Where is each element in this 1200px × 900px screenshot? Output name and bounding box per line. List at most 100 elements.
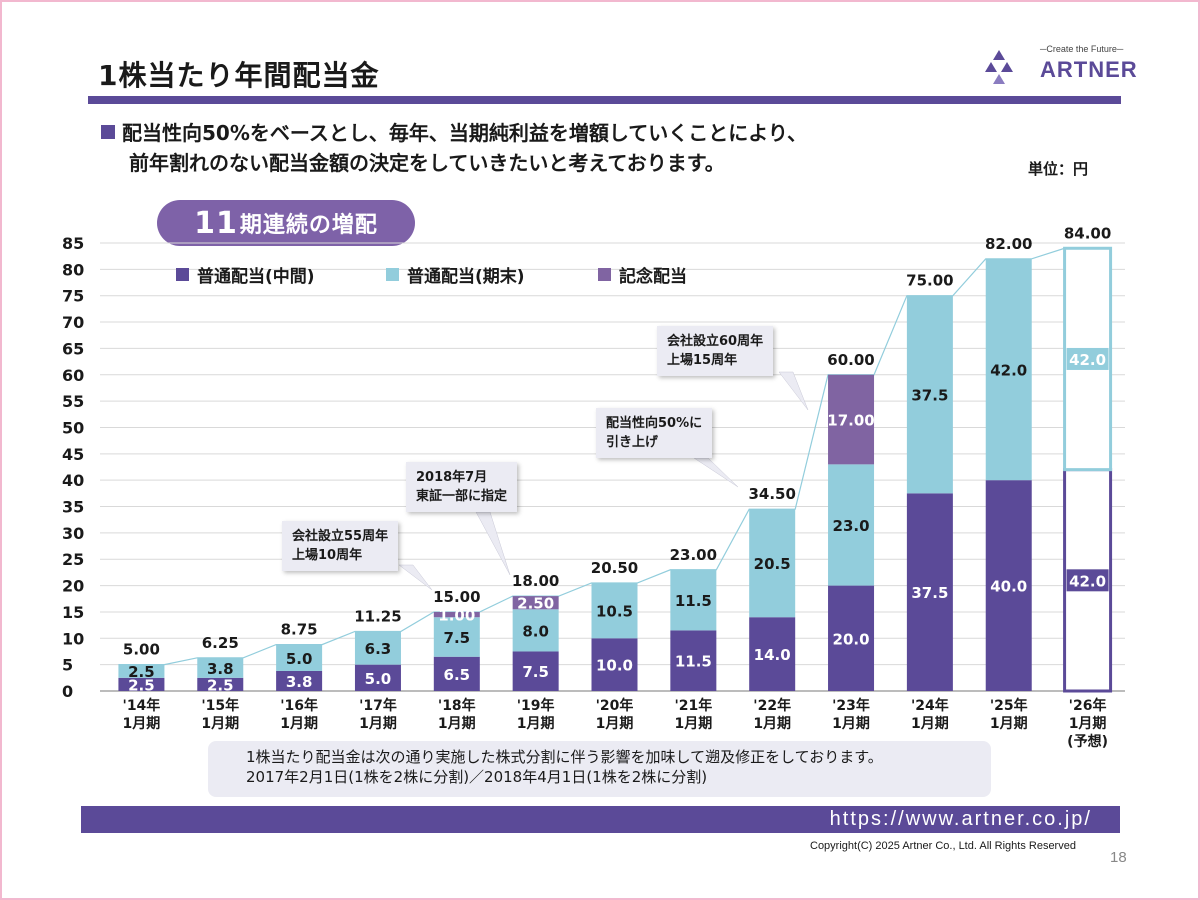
bar-segment: [197, 677, 244, 691]
bar-segment: [118, 664, 165, 678]
y-tick-label: 35: [62, 498, 84, 517]
callout-pointer: [398, 564, 433, 591]
x-tick-label: '15年: [201, 697, 239, 714]
footnote-box: 1株当たり配当金は次の通り実施した株式分割に伴う影響を加味して遡及修正をしており…: [208, 741, 991, 797]
bar-segment: [512, 609, 559, 652]
x-tick-label: '24年: [911, 697, 949, 714]
x-tick-label: 1月期: [517, 716, 555, 732]
bar-value-label: 7.5: [522, 663, 549, 681]
bar-total-label: 20.50: [591, 559, 638, 577]
page-number: 18: [1110, 849, 1127, 866]
badge-text: 期連続の増配: [239, 213, 378, 238]
bar-value-label: 3.8: [207, 660, 234, 678]
artner-logo-icon: [985, 50, 1013, 84]
bar-total-label: 8.75: [281, 621, 318, 639]
annotation-line: 上場10周年: [292, 548, 363, 563]
bar-value-label: 2.5: [128, 663, 155, 681]
x-tick-label: '25年: [990, 697, 1028, 714]
x-tick-label: 1月期: [674, 716, 712, 732]
x-tick-label: 1月期: [1069, 716, 1107, 732]
bar-segment: [433, 611, 480, 618]
bar-value-label: 42.0: [1069, 572, 1106, 590]
y-tick-label: 60: [62, 366, 84, 385]
bar-segment: [276, 670, 323, 691]
y-tick-label: 15: [62, 603, 84, 622]
bar-value-label: 11.5: [675, 653, 712, 671]
annotation-line: 東証一部に指定: [416, 489, 508, 504]
bar-value-label: 40.0: [990, 578, 1027, 596]
bar-segment: [749, 617, 796, 691]
x-tick-label: '14年: [123, 697, 161, 714]
bar-segment: [906, 295, 953, 494]
x-tick-label: '26年: [1069, 697, 1107, 714]
bar-value-label: 10.0: [596, 657, 633, 675]
y-tick-label: 20: [62, 577, 84, 596]
website-link[interactable]: https://www.artner.co.jp/: [829, 808, 1092, 830]
bar-value-label: 7.5: [444, 629, 471, 647]
x-tick-label: '23年: [832, 697, 870, 714]
y-tick-label: 0: [62, 682, 73, 701]
bar-value-label: 5.0: [286, 650, 313, 668]
bar-segment: [118, 677, 165, 691]
bar-segment: [433, 656, 480, 691]
annotation-tse-listing: 2018年7月 東証一部に指定: [406, 462, 518, 512]
bar-segment: [276, 644, 323, 671]
title-underline: [88, 96, 1121, 104]
y-tick-label: 40: [62, 471, 84, 490]
y-tick-label: 50: [62, 418, 84, 437]
x-tick-label: '21年: [674, 697, 712, 714]
legend-swatch-year-end: [386, 268, 399, 281]
bar-total-label: 11.25: [354, 607, 401, 625]
bullet-icon: [101, 125, 115, 139]
y-tick-label: 55: [62, 392, 84, 411]
y-tick-label: 80: [62, 260, 84, 279]
bar-segment: [670, 630, 717, 691]
description-line-1: 配当性向50%をベースとし、毎年、当期純利益を増額していくことにより、: [122, 121, 808, 145]
bar-segment: [906, 493, 953, 691]
y-tick-label: 75: [62, 287, 84, 306]
bar-total-label: 15.00: [433, 588, 480, 606]
bar-value-label: 1.00: [438, 607, 475, 625]
forecast-label-bg: [1066, 347, 1109, 370]
bar-value-label: 23.0: [833, 517, 870, 535]
x-tick-label: 1月期: [359, 716, 397, 732]
x-tick-label: 1月期: [438, 716, 476, 732]
bar-value-label: 2.5: [207, 676, 234, 694]
legend-year-end: 普通配当(期末): [386, 262, 525, 287]
legend-swatch-commemorative: [598, 268, 611, 281]
bar-value-label: 37.5: [911, 387, 948, 405]
bar-value-label: 14.0: [754, 646, 791, 664]
legend-label-year-end: 普通配当(期末): [407, 267, 525, 287]
bar-segment: [828, 585, 875, 691]
y-tick-label: 85: [62, 234, 84, 253]
x-tick-label: 1月期: [832, 716, 870, 732]
legend-label-commemorative: 記念配当: [619, 267, 687, 287]
bar-total-label: 60.00: [827, 351, 874, 369]
callout-pointer: [693, 457, 739, 488]
footnote-line-1: 1株当たり配当金は次の通り実施した株式分割に伴う影響を加味して遡及修正をしており…: [246, 748, 883, 766]
y-tick-label: 10: [62, 629, 84, 648]
bar-total-label: 84.00: [1064, 224, 1111, 242]
x-tick-label: 1月期: [911, 716, 949, 732]
annotation-line: 引き上げ: [606, 435, 659, 450]
unit-label: 単位：円: [1028, 160, 1089, 178]
bar-segment: [433, 617, 480, 657]
bar-value-label: 2.50: [517, 595, 554, 613]
x-tick-label: '22年: [753, 697, 791, 714]
y-tick-label: 5: [62, 656, 73, 675]
x-tick-label: 1月期: [596, 716, 634, 732]
bar-total-label: 75.00: [906, 272, 953, 290]
y-tick-label: 25: [62, 550, 84, 569]
bar-value-label: 20.5: [754, 555, 791, 573]
legend-swatch-interim: [176, 268, 189, 281]
bar-value-label: 8.0: [522, 622, 549, 640]
bar-value-label: 20.0: [833, 630, 870, 648]
bar-value-label: 37.5: [911, 584, 948, 602]
annotation-line: 配当性向50%に: [606, 416, 703, 431]
badge-number: 11: [194, 205, 238, 241]
logo-tagline: ─Create the Future─: [1040, 44, 1124, 54]
bar-total-label: 34.50: [748, 485, 795, 503]
annotation-line: 2018年7月: [416, 470, 488, 485]
bar-segment: [670, 569, 717, 631]
